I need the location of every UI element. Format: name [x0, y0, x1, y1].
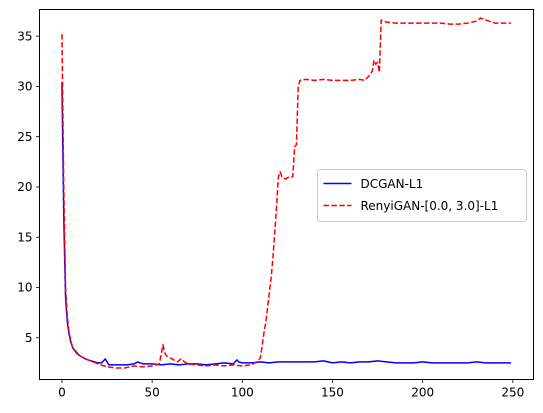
x-axis: 0 50 100 150 200 250	[58, 379, 524, 400]
x-tick-label: 50	[144, 386, 159, 400]
x-tick-label: 150	[321, 386, 344, 400]
y-tick-label: 15	[17, 230, 32, 244]
y-tick-label: 10	[17, 281, 32, 295]
series-line-1	[61, 82, 512, 366]
legend-label-1: DCGAN-L1	[361, 177, 424, 191]
series-layer	[61, 17, 512, 369]
legend: DCGAN-L1 RenyiGAN-[0.0, 3.0]-L1	[317, 169, 527, 222]
y-tick-label: 5	[25, 331, 33, 345]
y-tick-label: 25	[17, 130, 32, 144]
y-tick-label: 30	[17, 80, 32, 94]
axes-frame	[39, 9, 534, 380]
y-tick-label: 20	[17, 180, 32, 194]
y-axis: 5 10 15 20 25 30 35	[17, 29, 40, 345]
x-tick-label: 100	[231, 386, 254, 400]
x-tick-label: 200	[411, 386, 434, 400]
x-tick-label: 0	[58, 386, 66, 400]
y-tick-label: 35	[17, 29, 32, 43]
legend-box	[317, 169, 527, 222]
x-tick-label: 250	[501, 386, 524, 400]
legend-label-2: RenyiGAN-[0.0, 3.0]-L1	[361, 199, 499, 213]
